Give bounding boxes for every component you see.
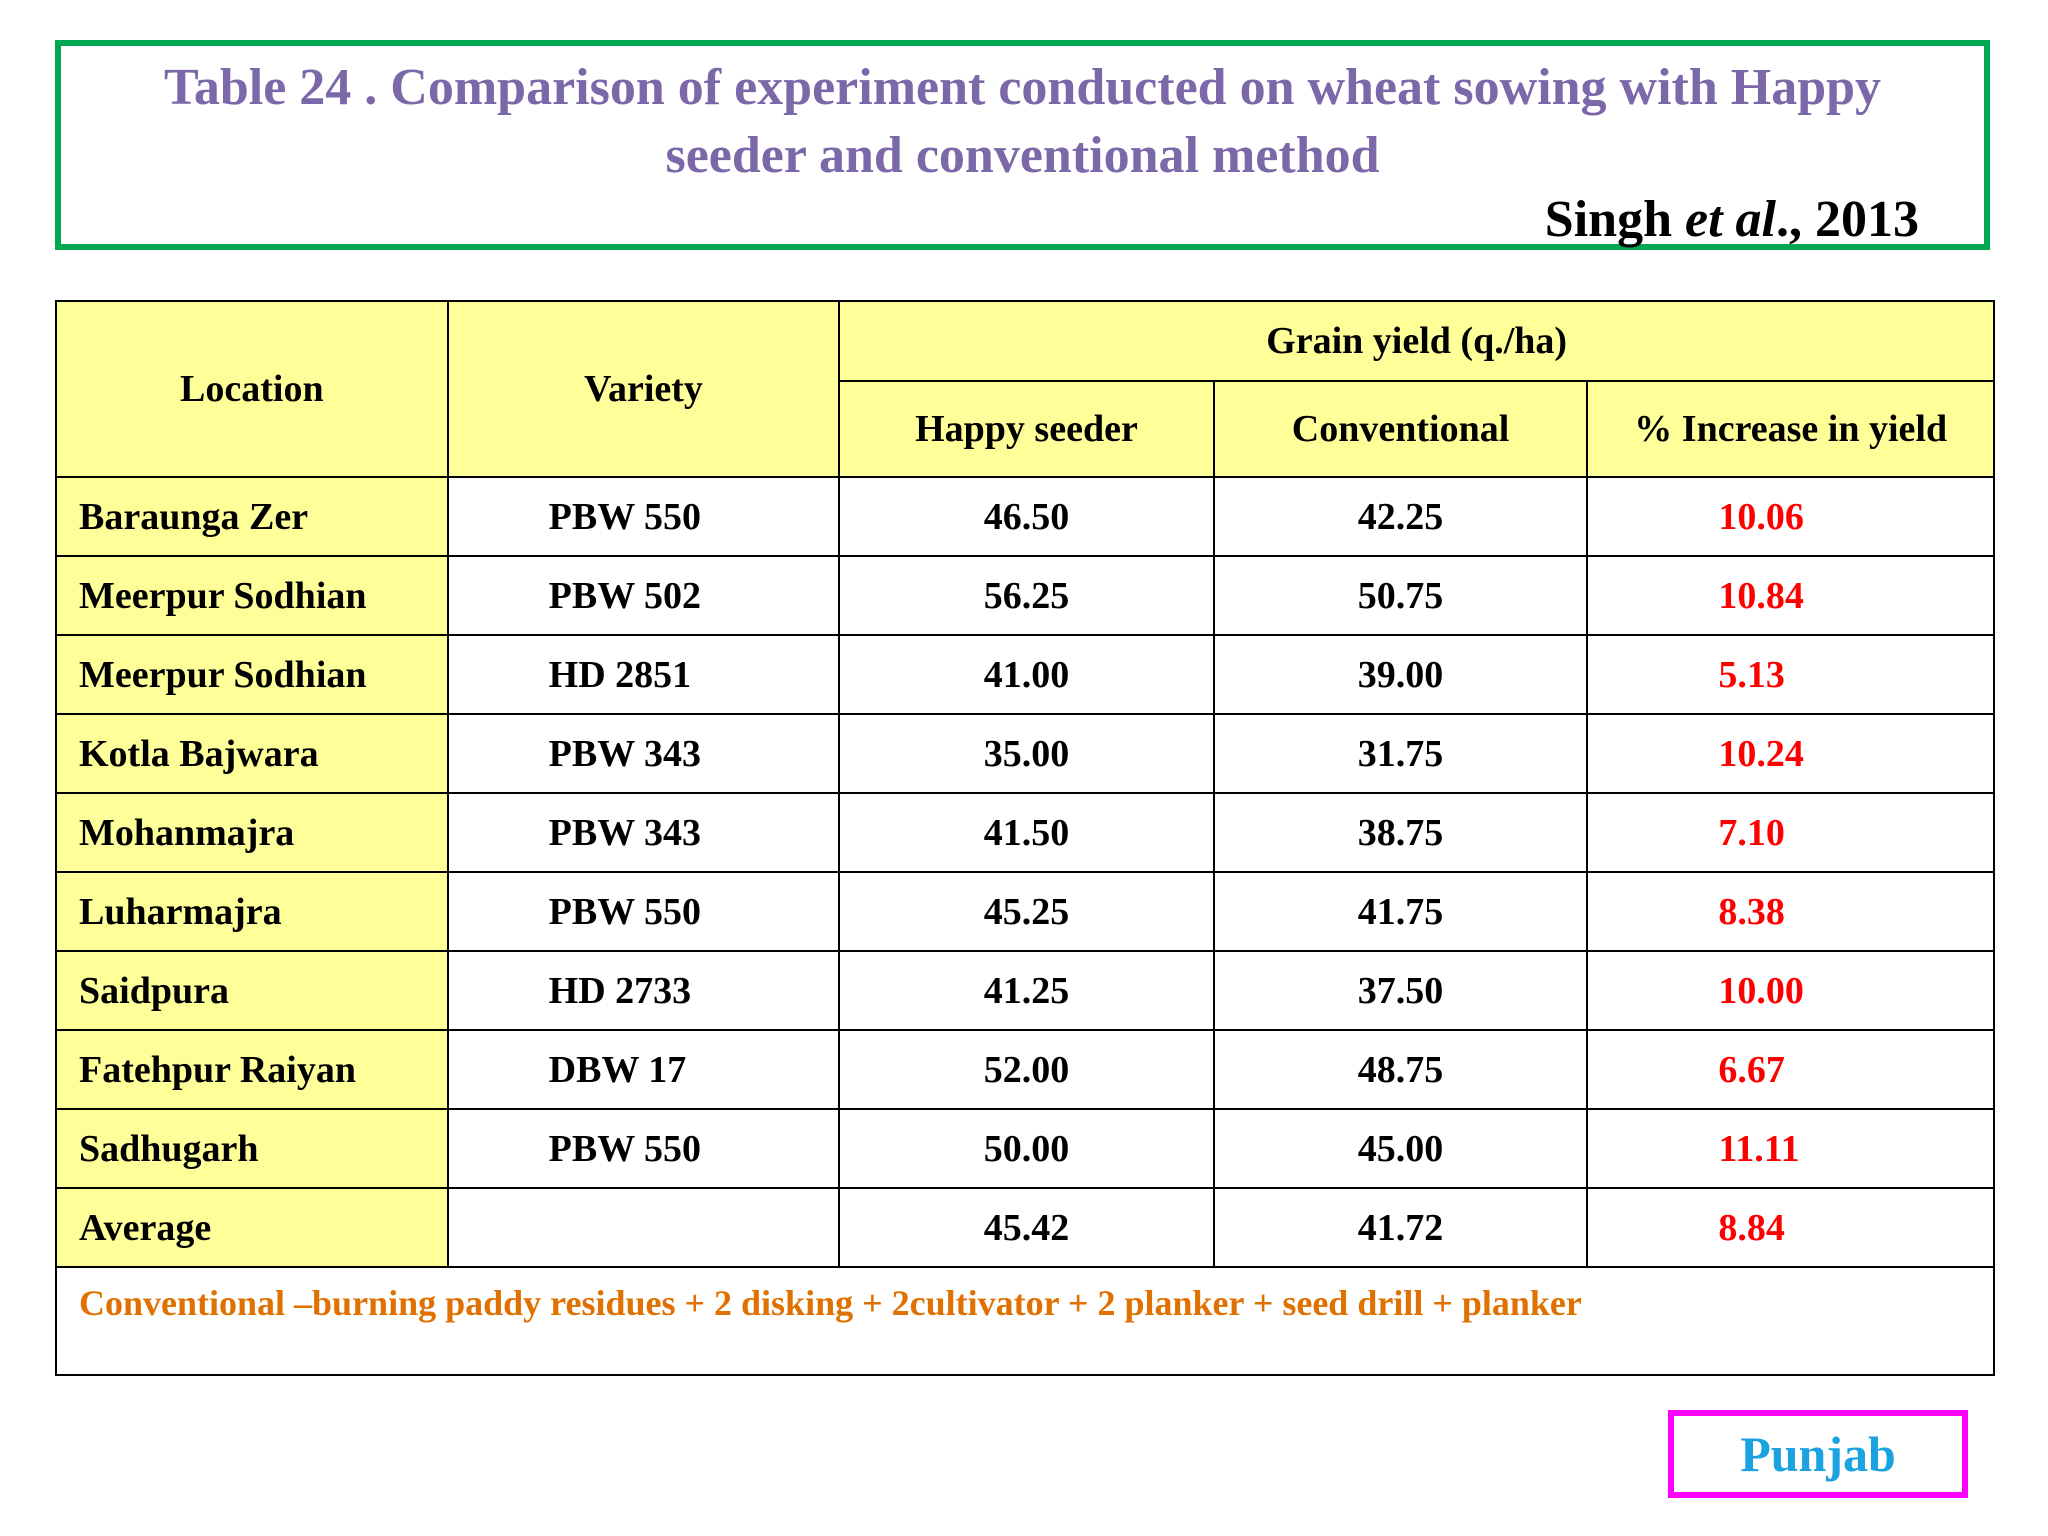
cell-location: Meerpur Sodhian: [55, 555, 449, 636]
cell-location: Meerpur Sodhian: [55, 634, 449, 715]
cell-location: Baraunga Zer: [55, 476, 449, 557]
table-row: Saidpura HD 2733 41.25 37.50 10.00: [55, 950, 1995, 1031]
cell-happy-seeder: 41.25: [838, 950, 1215, 1031]
cell-happy-seeder: 35.00: [838, 713, 1215, 794]
cell-location: Mohanmajra: [55, 792, 449, 873]
cell-increase: 7.10: [1586, 792, 1995, 873]
cell-increase: 10.24: [1586, 713, 1995, 794]
cell-location: Sadhugarh: [55, 1108, 449, 1189]
header-happy-seeder: Happy seeder: [838, 380, 1215, 478]
cell-happy-seeder: 56.25: [838, 555, 1215, 636]
yield-table: Location Variety Grain yield (q./ha) Hap…: [55, 300, 1995, 1376]
cell-variety: PBW 502: [446, 555, 841, 636]
cell-variety: PBW 550: [446, 871, 841, 952]
cell-variety: HD 2851: [446, 634, 841, 715]
cell-increase: 8.38: [1586, 871, 1995, 952]
header-variety: Variety: [446, 300, 841, 478]
citation-suffix: ., 2013: [1776, 191, 1919, 248]
cell-happy-seeder: 45.42: [838, 1187, 1215, 1268]
cell-conventional: 42.25: [1212, 476, 1589, 557]
cell-happy-seeder: 46.50: [838, 476, 1215, 557]
cell-happy-seeder: 41.00: [838, 634, 1215, 715]
cell-variety: PBW 343: [446, 713, 841, 794]
title-box: Table 24 . Comparison of experiment cond…: [55, 40, 1990, 250]
cell-increase: 11.11: [1586, 1108, 1995, 1189]
cell-happy-seeder: 52.00: [838, 1029, 1215, 1110]
cell-location: Average: [55, 1187, 449, 1268]
table-title: Table 24 . Comparison of experiment cond…: [61, 54, 1984, 190]
cell-variety: PBW 550: [446, 1108, 841, 1189]
citation-author: Singh: [1544, 191, 1673, 248]
cell-conventional: 38.75: [1212, 792, 1589, 873]
title-line-1: Table 24 . Comparison of experiment cond…: [163, 59, 1882, 116]
cell-variety: HD 2733: [446, 950, 841, 1031]
header-location: Location: [55, 300, 449, 478]
cell-conventional: 45.00: [1212, 1108, 1589, 1189]
title-line-2: seeder and conventional method: [665, 127, 1380, 184]
cell-conventional: 31.75: [1212, 713, 1589, 794]
cell-happy-seeder: 50.00: [838, 1108, 1215, 1189]
table-row: Sadhugarh PBW 550 50.00 45.00 11.11: [55, 1108, 1995, 1189]
cell-conventional: 41.72: [1212, 1187, 1589, 1268]
cell-conventional: 48.75: [1212, 1029, 1589, 1110]
cell-variety: [446, 1187, 841, 1268]
cell-conventional: 37.50: [1212, 950, 1589, 1031]
cell-conventional: 50.75: [1212, 555, 1589, 636]
cell-location: Kotla Bajwara: [55, 713, 449, 794]
header-increase: % Increase in yield: [1586, 380, 1995, 478]
cell-increase: 10.06: [1586, 476, 1995, 557]
cell-happy-seeder: 45.25: [838, 871, 1215, 952]
table-row: Kotla Bajwara PBW 343 35.00 31.75 10.24: [55, 713, 1995, 794]
cell-increase: 8.84: [1586, 1187, 1995, 1268]
cell-conventional: 41.75: [1212, 871, 1589, 952]
table-row-average: Average 45.42 41.72 8.84: [55, 1187, 1995, 1268]
table-row: Luharmajra PBW 550 45.25 41.75 8.38: [55, 871, 1995, 952]
cell-increase: 6.67: [1586, 1029, 1995, 1110]
cell-increase: 5.13: [1586, 634, 1995, 715]
header-grain-yield: Grain yield (q./ha): [838, 300, 1995, 382]
table-row: Meerpur Sodhian PBW 502 56.25 50.75 10.8…: [55, 555, 1995, 636]
cell-increase: 10.00: [1586, 950, 1995, 1031]
cell-location: Luharmajra: [55, 871, 449, 952]
citation: Singh et al., 2013: [1545, 190, 1919, 250]
cell-increase: 10.84: [1586, 555, 1995, 636]
region-label: Punjab: [1668, 1410, 1968, 1498]
cell-happy-seeder: 41.50: [838, 792, 1215, 873]
table-row: Mohanmajra PBW 343 41.50 38.75 7.10: [55, 792, 1995, 873]
cell-location: Fatehpur Raiyan: [55, 1029, 449, 1110]
table-row: Fatehpur Raiyan DBW 17 52.00 48.75 6.67: [55, 1029, 1995, 1110]
cell-variety: PBW 343: [446, 792, 841, 873]
cell-variety: DBW 17: [446, 1029, 841, 1110]
cell-variety: PBW 550: [446, 476, 841, 557]
table-footnote: Conventional –burning paddy residues + 2…: [55, 1266, 1995, 1376]
cell-location: Saidpura: [55, 950, 449, 1031]
citation-etal: et al: [1685, 191, 1776, 248]
header-conventional: Conventional: [1212, 380, 1589, 478]
table-row: Meerpur Sodhian HD 2851 41.00 39.00 5.13: [55, 634, 1995, 715]
table-row: Baraunga Zer PBW 550 46.50 42.25 10.06: [55, 476, 1995, 557]
cell-conventional: 39.00: [1212, 634, 1589, 715]
